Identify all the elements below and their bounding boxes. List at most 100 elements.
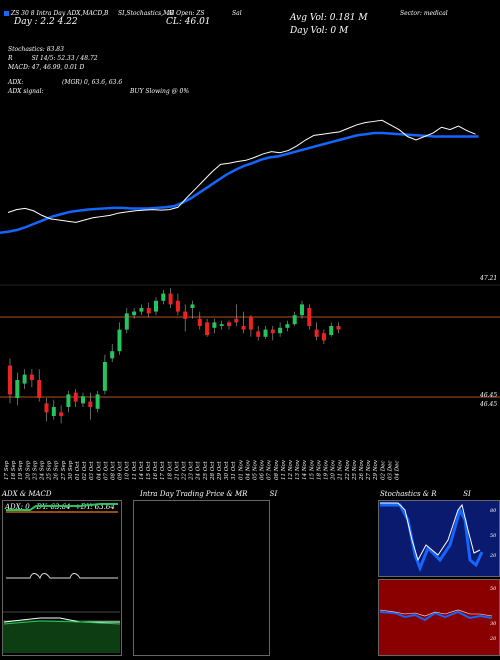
candle-body: [102, 362, 107, 391]
date-tick-label: 15 Oct: [146, 461, 152, 480]
date-tick-label: 25 Oct: [203, 461, 209, 481]
day-change: Day : 2.2 4.22: [14, 17, 78, 27]
ma-line: [0, 131, 479, 235]
date-tick-label: 07 Nov: [267, 459, 273, 480]
candle-body: [29, 374, 34, 380]
panel-adx-macd-title: ADX & MACD: [2, 490, 52, 498]
candle-body: [278, 327, 283, 334]
candle-body: [124, 313, 129, 330]
candle-body: [146, 308, 151, 314]
date-tick-label: 12 Nov: [288, 459, 294, 480]
date-tick-label: 02 Dec: [380, 461, 386, 481]
rsi-level-label: 50: [490, 586, 497, 592]
avg-volume: Avg Vol: 0.181 M: [290, 13, 368, 23]
stoch-d-line: [380, 502, 481, 562]
candle-body: [117, 329, 122, 352]
candle-body: [292, 315, 297, 325]
date-tick-label: 01 Oct: [75, 461, 81, 480]
candle-body: [234, 318, 239, 323]
panel-intraday-title: Intra Day Trading Price & MR SI: [140, 490, 278, 498]
adx-signal-text: BUY Slowing @ 0%: [130, 88, 190, 95]
top-line-open: Al Open: ZS: [168, 10, 205, 17]
adx-plus-line: [6, 503, 118, 511]
stochastics-panel: [378, 500, 500, 577]
close-line: [7, 119, 476, 223]
date-tick-label: 14 Oct: [139, 461, 145, 480]
date-tick-label: 14 Nov: [302, 459, 308, 480]
rsi-readout: R SI 14/5: 52.33 / 48.72: [8, 55, 98, 62]
date-tick-label: 27 Sep: [61, 460, 67, 481]
candle-body: [132, 311, 137, 316]
date-tick-label: 26 Sep: [54, 460, 60, 481]
date-tick-label: 11 Nov: [281, 459, 287, 480]
date-tick-label: 10 Oct: [125, 461, 131, 480]
candle-body: [329, 326, 334, 335]
date-tick-label: 01 Nov: [238, 459, 244, 480]
date-tick-label: 29 Oct: [217, 461, 223, 481]
date-tick-label: 23 Sep: [32, 460, 38, 481]
date-tick-label: 25 Sep: [47, 460, 53, 481]
adx-signal-label: ADX signal:: [8, 88, 44, 95]
candle-body: [168, 293, 173, 305]
macd-signal-line: [3, 620, 121, 625]
top-line-tag: Sal: [232, 10, 242, 17]
rsi-panel: [378, 579, 500, 656]
date-tick-label: 04 Nov: [245, 459, 251, 480]
candle-body: [154, 300, 158, 312]
date-tick-label: 22 Nov: [345, 459, 351, 481]
date-tick-label: 27 Nov: [366, 459, 372, 481]
candle-body: [37, 380, 42, 398]
macd-histogram-area: [3, 620, 120, 653]
date-tick-label: 24 Oct: [196, 461, 202, 481]
rsi-line: [379, 610, 493, 622]
stoch-level-label: 20: [489, 553, 497, 559]
date-tick-label: 09 Oct: [118, 461, 124, 480]
date-tick-label: 24 Sep: [40, 460, 46, 481]
close-price: CL: 46.01: [166, 17, 211, 27]
candle-body: [161, 293, 166, 301]
candle-body: [263, 329, 268, 337]
intraday-panel: [133, 500, 270, 656]
date-tick-label: 06 Nov: [260, 459, 266, 480]
adx-values: (MGR) 0, 63.6, 63.6: [62, 79, 123, 86]
adx-label: ADX:: [8, 79, 24, 86]
date-tick-label: 20 Nov: [331, 459, 337, 481]
candle-body: [205, 322, 210, 335]
candle-body: [110, 351, 115, 359]
candle-body: [219, 324, 224, 326]
candle-body: [190, 304, 195, 308]
date-tick-label: 04 Dec: [395, 461, 401, 481]
candle-body: [44, 403, 49, 413]
date-tick-label: 18 Nov: [316, 459, 322, 480]
date-tick-label: 26 Nov: [359, 459, 365, 481]
date-tick-label: 28 Oct: [210, 461, 216, 481]
stoch-k-line: [380, 503, 484, 573]
blue-square-icon: [4, 11, 9, 16]
candle-body: [15, 380, 20, 398]
macd-line: [3, 617, 120, 623]
date-tick-label: 04 Oct: [96, 461, 102, 480]
candle-body: [8, 365, 12, 395]
date-tick-label: 22 Oct: [182, 461, 188, 481]
candle-body: [197, 318, 202, 326]
candle-body: [270, 329, 275, 334]
rsi-level-label: 20: [489, 636, 497, 642]
candle-body: [22, 374, 27, 384]
candle-body: [241, 326, 246, 330]
date-tick-label: 31 Oct: [231, 461, 237, 480]
candle-body: [59, 412, 64, 416]
date-tick-label: 16 Oct: [153, 461, 159, 480]
stochastics-readout: Stochastics: 83.83: [8, 46, 64, 53]
top-line-mid: SI,Stochastics,MR: [118, 10, 174, 17]
day-volume: Day Vol: 0 M: [290, 26, 349, 36]
panel-stoch-title: Stochastics & R SI: [380, 490, 471, 498]
date-tick-label: 21 Oct: [174, 461, 180, 481]
candle-body: [88, 401, 93, 407]
stoch-level-label: 80: [490, 508, 497, 514]
date-tick-label: 30 Sep: [68, 460, 74, 480]
date-tick-label: 07 Oct: [103, 461, 109, 480]
candle-body: [66, 394, 71, 407]
candle-body: [212, 322, 217, 328]
adx-line: [6, 573, 118, 580]
